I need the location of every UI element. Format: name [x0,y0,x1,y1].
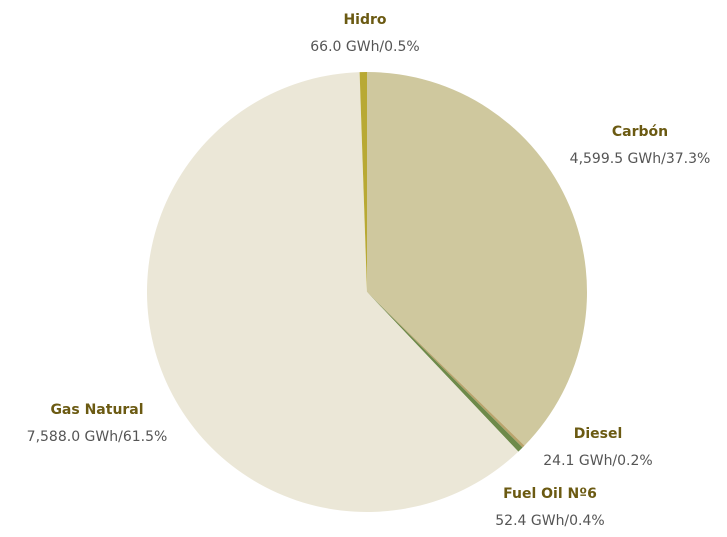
slice-value-label: 7,588.0 GWh/61.5% [27,429,168,445]
slice-value-label: 24.1 GWh/0.2% [543,453,652,469]
slice-name: Hidro [343,12,386,28]
slice-name: Carbón [612,124,668,140]
slice-value-label: 4,599.5 GWh/37.3% [570,151,711,167]
slice-name: Fuel Oil Nº6 [503,486,597,502]
slice-name: Gas Natural [50,402,143,418]
slice-name: Diesel [574,426,623,442]
pie-slice [359,72,367,292]
slice-value-label: 66.0 GWh/0.5% [310,39,419,55]
pie-slice [367,72,587,446]
pie-slice [147,72,519,512]
slice-value-label: 52.4 GWh/0.4% [495,513,604,529]
pie-slice [367,292,523,452]
pie-slice [367,292,525,448]
